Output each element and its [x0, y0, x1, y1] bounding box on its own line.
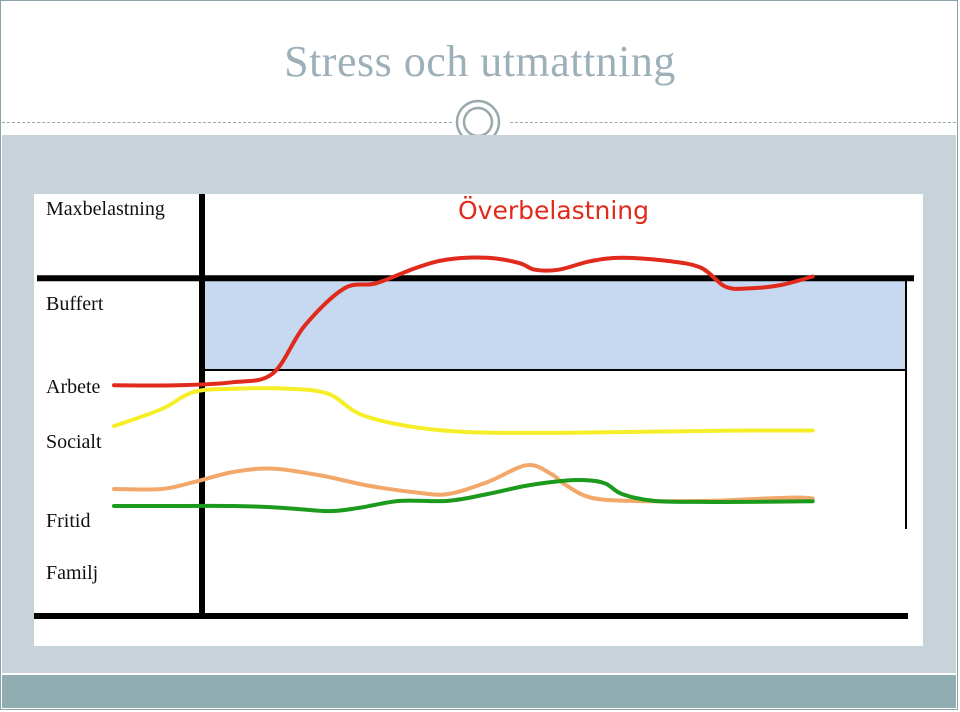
row-label-familj: Familj [46, 562, 98, 584]
chart-panel: Överbelastning Maxbelastning Buffert Arbet… [34, 194, 923, 646]
row-label-arbete: Arbete [46, 376, 101, 398]
row-label-fritid: Fritid [46, 510, 90, 532]
series-line-socialt [112, 386, 815, 435]
title-divider-left [2, 122, 452, 123]
row-label-buffert: Buffert [46, 293, 104, 315]
row-label-maxbelastning: Maxbelastning [46, 198, 165, 220]
footer-band [2, 675, 956, 708]
row-label-socialt: Socialt [46, 431, 102, 453]
series-line-arbete [112, 255, 815, 388]
overload-label: Överbelastning [458, 196, 649, 225]
title-divider-right [510, 122, 956, 123]
series-line-fritid [112, 463, 815, 504]
stress-chart: Överbelastning Maxbelastning Buffert Arbet… [34, 194, 914, 619]
buffer-zone [202, 278, 906, 370]
slide-title: Stress och utmattning [284, 37, 676, 86]
series-line-familj [112, 477, 815, 514]
